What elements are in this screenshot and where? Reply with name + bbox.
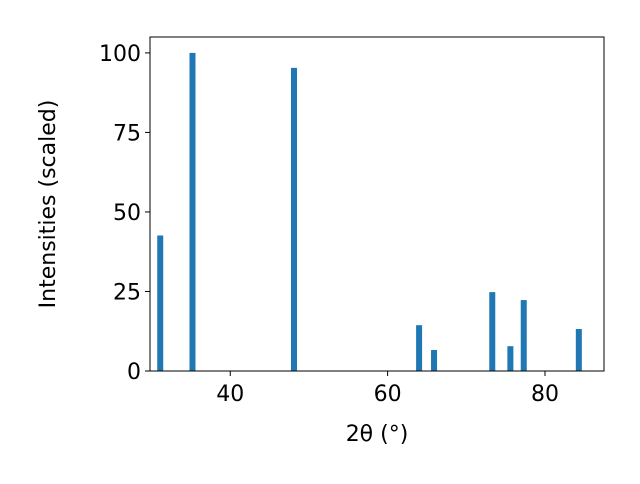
x-axis-label: 2θ (°) <box>346 422 409 447</box>
y-tick-label: 25 <box>113 280 141 305</box>
y-tick-label: 0 <box>127 360 141 385</box>
bar <box>507 346 514 371</box>
bar <box>157 235 164 371</box>
plot-frame <box>149 36 605 372</box>
bar <box>575 329 582 371</box>
bar <box>189 52 196 372</box>
bar <box>290 67 297 372</box>
y-tick-label: 75 <box>113 121 141 146</box>
x-tick-label: 80 <box>531 382 559 407</box>
bar <box>431 350 438 371</box>
y-axis-label: Intensities (scaled) <box>36 100 61 309</box>
x-tick-label: 40 <box>216 382 244 407</box>
bar <box>416 325 423 371</box>
x-tick-label: 60 <box>374 382 402 407</box>
bar <box>489 292 496 371</box>
y-tick-label: 100 <box>99 42 141 67</box>
bar <box>520 300 527 371</box>
y-tick-label: 50 <box>113 201 141 226</box>
